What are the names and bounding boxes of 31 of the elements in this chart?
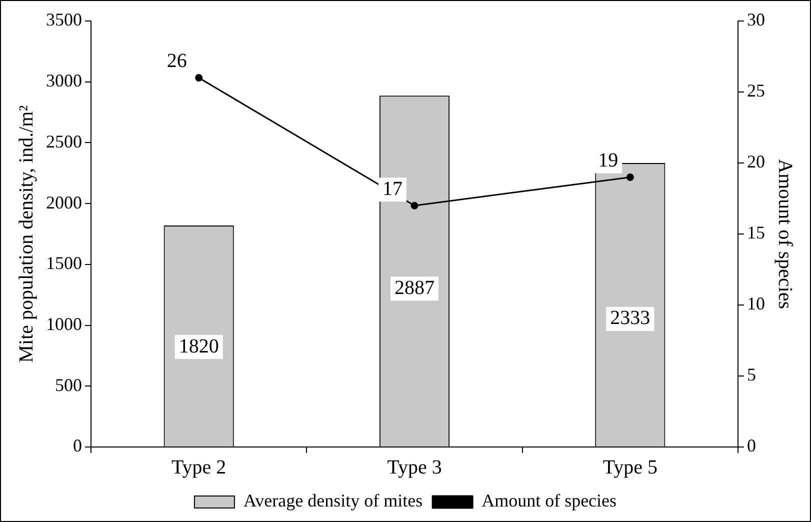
legend-label: Average density of mites: [243, 490, 423, 511]
point: [195, 74, 203, 82]
y-tick-label: 1000: [46, 314, 82, 334]
y-axis-title: Mite population density, ind./m²: [15, 105, 38, 363]
y2-tick-label: 0: [747, 436, 756, 456]
data-label: 2887: [394, 276, 434, 299]
y-tick-label: 3000: [46, 70, 82, 91]
y-tick-label: 2000: [46, 192, 82, 212]
y-tick-label: 2500: [46, 131, 82, 152]
y-tick-label: 0: [73, 436, 82, 456]
data-label: 19: [598, 149, 618, 172]
y2-tick-label: 20: [747, 152, 765, 172]
data-label: 26: [166, 50, 187, 72]
y2-tick-label: 25: [747, 80, 765, 101]
y-tick-label: 3500: [46, 10, 82, 30]
y2-tick-label: 10: [747, 294, 765, 314]
y2-tick-label: 5: [747, 364, 756, 385]
y-tick-label: 500: [55, 374, 82, 395]
y-tick-label: 1500: [46, 253, 82, 274]
data-label: 1820: [178, 335, 219, 358]
point: [410, 202, 418, 210]
y2-tick-label: 15: [747, 222, 765, 243]
point: [626, 173, 634, 181]
y2-axis-title: Amount of species: [774, 159, 796, 310]
legend-label: Amount of species: [482, 490, 617, 511]
data-label: 2333: [610, 307, 650, 330]
x-tick-label: Type 5: [602, 456, 658, 478]
x-tick-label: Type 3: [387, 456, 442, 478]
data-label: 17: [382, 178, 402, 200]
x-tick-label: Type 2: [171, 456, 226, 478]
y2-tick-label: 30: [747, 10, 765, 30]
